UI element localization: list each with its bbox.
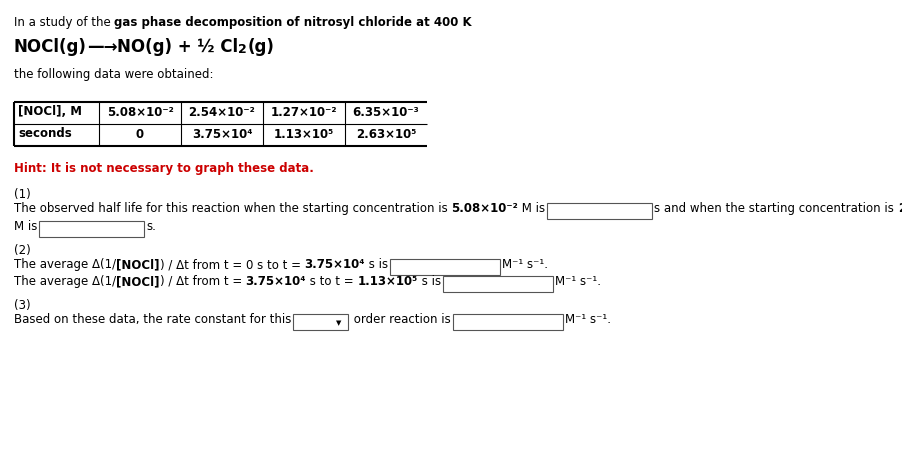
Bar (442, 276, 552, 292)
Text: M is: M is (518, 202, 545, 215)
Text: the following data were obtained:: the following data were obtained: (14, 68, 213, 81)
Bar (547, 203, 651, 219)
Text: gas phase decomposition of nitrosyl chloride at 400 K: gas phase decomposition of nitrosyl chlo… (115, 16, 472, 29)
Text: NOCl(g): NOCl(g) (14, 38, 87, 56)
Text: 3.75×10⁴: 3.75×10⁴ (304, 258, 364, 271)
Text: 3.75×10⁴: 3.75×10⁴ (245, 275, 306, 288)
Text: 6.35×10⁻³: 6.35×10⁻³ (353, 106, 419, 120)
Text: 2.63×10⁵: 2.63×10⁵ (355, 129, 416, 142)
Text: 0: 0 (136, 129, 144, 142)
Text: M⁻¹ s⁻¹.: M⁻¹ s⁻¹. (502, 258, 548, 271)
Text: M⁻¹ s⁻¹.: M⁻¹ s⁻¹. (565, 313, 611, 326)
Text: ) / Δt from t =: ) / Δt from t = (160, 275, 245, 288)
Text: (1): (1) (14, 188, 31, 201)
Bar (40, 221, 144, 237)
Text: s.: s. (146, 220, 156, 233)
Text: 2.54×10⁻²: 2.54×10⁻² (189, 106, 255, 120)
Text: 5.08×10⁻²: 5.08×10⁻² (106, 106, 173, 120)
Text: (3): (3) (14, 299, 31, 312)
Text: 2.54×10⁻²: 2.54×10⁻² (897, 202, 902, 215)
Text: The average Δ(1/: The average Δ(1/ (14, 258, 116, 271)
Text: [NOCl], M: [NOCl], M (18, 105, 82, 118)
Text: ) / Δt from t = 0 s to t =: ) / Δt from t = 0 s to t = (160, 258, 304, 271)
Text: ▼: ▼ (336, 320, 341, 326)
Text: 1.13×10⁵: 1.13×10⁵ (273, 129, 334, 142)
Text: 1.27×10⁻²: 1.27×10⁻² (271, 106, 336, 120)
Text: 1.13×10⁵: 1.13×10⁵ (357, 275, 418, 288)
Text: s is: s is (418, 275, 440, 288)
Text: order reaction is: order reaction is (350, 313, 451, 326)
Text: seconds: seconds (18, 127, 71, 140)
Text: 3.75×10⁴: 3.75×10⁴ (191, 129, 252, 142)
Text: [NOCl]: [NOCl] (116, 258, 160, 271)
Text: (2): (2) (14, 244, 31, 257)
Text: s and when the starting concentration is: s and when the starting concentration is (654, 202, 897, 215)
Text: (g): (g) (247, 38, 274, 56)
Bar (390, 259, 500, 275)
Text: s to t =: s to t = (306, 275, 357, 288)
Text: In a study of the: In a study of the (14, 16, 115, 29)
Text: 5.08×10⁻²: 5.08×10⁻² (451, 202, 518, 215)
Text: —→: —→ (87, 38, 117, 56)
Bar (453, 314, 563, 330)
Text: M is: M is (14, 220, 37, 233)
Text: NO(g) + ½ Cl: NO(g) + ½ Cl (117, 38, 238, 56)
Text: s is: s is (364, 258, 388, 271)
Text: Based on these data, the rate constant for this: Based on these data, the rate constant f… (14, 313, 291, 326)
Bar (293, 314, 348, 330)
Text: M⁻¹ s⁻¹.: M⁻¹ s⁻¹. (554, 275, 600, 288)
Text: Hint: It is not necessary to graph these data.: Hint: It is not necessary to graph these… (14, 162, 314, 175)
Text: The observed half life for this reaction when the starting concentration is: The observed half life for this reaction… (14, 202, 451, 215)
Text: [NOCl]: [NOCl] (116, 275, 160, 288)
Text: 2: 2 (238, 43, 247, 56)
Text: The average Δ(1/: The average Δ(1/ (14, 275, 116, 288)
